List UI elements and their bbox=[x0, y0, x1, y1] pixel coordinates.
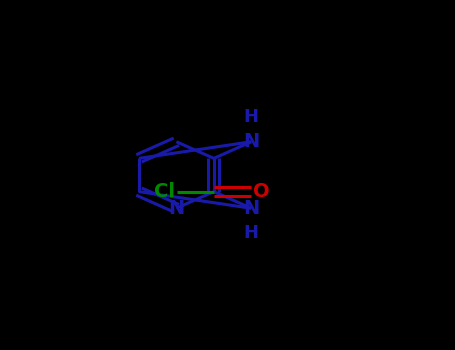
Text: H: H bbox=[244, 224, 259, 242]
Text: N: N bbox=[243, 199, 259, 218]
Text: H: H bbox=[244, 108, 259, 126]
Text: Cl: Cl bbox=[154, 182, 175, 201]
Text: N: N bbox=[168, 199, 185, 218]
Text: N: N bbox=[243, 132, 259, 151]
Text: O: O bbox=[253, 182, 269, 201]
